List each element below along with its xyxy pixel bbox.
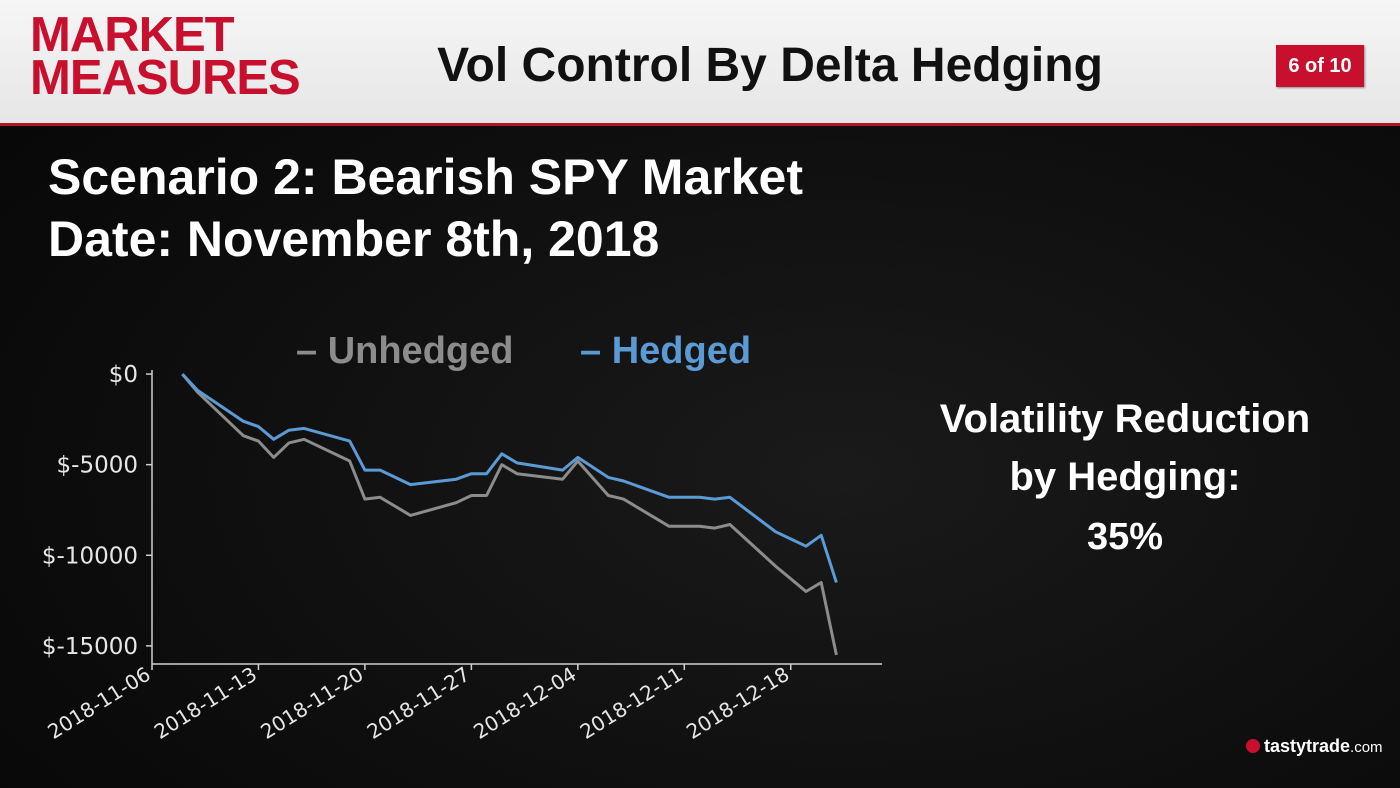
brand-name: tastytrade	[1264, 736, 1351, 756]
y-tick-label: $-5000	[57, 453, 138, 479]
series-line-hedged	[181, 373, 838, 583]
x-tick-label: 2018-12-11	[576, 662, 687, 744]
header-bar: MARKET MEASURES Vol Control By Delta Hed…	[0, 0, 1400, 126]
x-tick-label: 2018-12-18	[682, 662, 793, 744]
stat-label-line-2: by Hedging:	[1009, 455, 1241, 499]
x-tick-label: 2018-12-04	[469, 662, 580, 744]
y-tick-label: $0	[109, 362, 138, 388]
cherry-icon	[1246, 739, 1260, 753]
series-line-unhedged	[181, 373, 838, 656]
tastytrade-brand: tastytrade.com	[1246, 736, 1383, 757]
y-tick-label: $-15000	[42, 634, 138, 660]
market-measures-logo: MARKET MEASURES	[30, 8, 301, 105]
logo-line-2: MEASURES	[30, 51, 301, 105]
y-tick-label: $-10000	[42, 543, 138, 569]
scenario-line: Scenario 2: Bearish SPY Market	[48, 149, 803, 205]
logo-line-1: MARKET	[30, 8, 235, 62]
stat-value: 35%	[1086, 516, 1164, 558]
scenario-date: Date: November 8th, 2018	[48, 211, 660, 267]
brand-tld: .com	[1350, 739, 1383, 756]
x-tick-label: 2018-11-27	[363, 662, 474, 744]
x-tick-label: 2018-11-06	[43, 662, 154, 744]
volatility-reduction-callout: Volatility Reduction by Hedging: 35%	[890, 390, 1360, 566]
page-counter-badge: 6 of 10	[1276, 45, 1364, 87]
stat-label-line-1: Volatility Reduction	[939, 397, 1311, 441]
legend-entry-hedged: – Hedged	[580, 330, 751, 372]
legend-entry-unhedged: – Unhedged	[296, 330, 513, 372]
x-tick-label: 2018-11-13	[150, 662, 261, 744]
page-title: Vol Control By Delta Hedging	[437, 39, 1103, 92]
scenario-heading: Scenario 2: Bearish SPY Market Date: Nov…	[48, 146, 803, 270]
x-tick-label: 2018-11-20	[256, 662, 367, 744]
